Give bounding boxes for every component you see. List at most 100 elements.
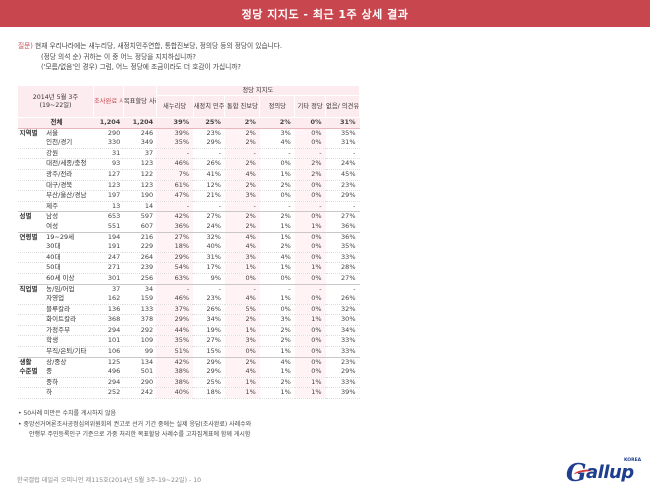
value-cell: 33%: [325, 335, 360, 348]
value-cell: 29%: [193, 367, 225, 378]
value-cell: 27%: [156, 231, 194, 243]
value-cell: 1%: [294, 377, 326, 389]
value-cell: 18%: [156, 242, 194, 253]
value-cell: 0%: [294, 211, 326, 222]
row-label: 하: [43, 387, 94, 400]
table-row: 무직/은퇴/기타 106 99 51% 15% 0% 1% 0% 33%: [17, 346, 360, 358]
sample-cell: 31: [93, 148, 124, 160]
value-cell: 2%: [259, 242, 295, 253]
survey-period-line-1: 2014년 5월 3주: [32, 93, 79, 101]
sample-cell: 162: [93, 294, 124, 305]
page-title: 정당 지지도 - 최근 1주 상세 결과: [0, 0, 650, 27]
sample-cell: 496: [93, 367, 124, 378]
value-cell: 2%: [259, 211, 295, 222]
sample-cell: 551: [93, 221, 124, 233]
value-cell: 36%: [325, 231, 360, 243]
value-cell: 32%: [193, 231, 225, 243]
value-cell: 9%: [193, 273, 225, 285]
value-cell: 0%: [294, 117, 326, 129]
question-line-2: (정당 의석 순) 귀하는 이 중 어느 정당을 지지하십니까?: [41, 52, 196, 61]
value-cell: 2%: [224, 127, 260, 139]
value-cell: 21%: [193, 190, 225, 202]
sample-cell: 197: [93, 190, 124, 202]
row-label: 학생: [43, 335, 94, 348]
group-label-cell: 수준별: [17, 367, 44, 378]
table-row: 성별 남성 653 597 42% 27% 2% 2% 0% 27%: [17, 211, 360, 222]
value-cell: 31%: [325, 138, 360, 149]
row-label: 남성: [43, 211, 94, 222]
value-cell: 4%: [224, 242, 260, 253]
value-cell: 1%: [259, 367, 295, 378]
value-cell: 1%: [224, 377, 260, 389]
group-label-cell: [17, 304, 44, 316]
group-label-cell: [17, 180, 44, 192]
weighted-cell: 34: [123, 283, 157, 295]
survey-question: 질문) 현재 우리나라에는 새누리당, 새정치민주연합, 통합진보당, 정의당 …: [18, 41, 638, 73]
value-cell: 0%: [294, 242, 326, 253]
group-label-cell: [17, 158, 44, 170]
value-cell: 19%: [193, 325, 225, 337]
logo-korea-label: KOREA: [624, 458, 642, 463]
value-cell: 2%: [224, 158, 260, 170]
table-row: 30대 191 229 18% 40% 4% 2% 0% 35%: [17, 242, 360, 253]
value-cell: 4%: [224, 294, 260, 305]
table-row: 여성 551 607 36% 24% 2% 1% 1% 36%: [17, 221, 360, 233]
value-cell: 4%: [259, 356, 295, 368]
value-cell: 1%: [224, 325, 260, 337]
group-label-cell: 생활: [17, 356, 44, 368]
row-label: 광주/전라: [43, 169, 94, 181]
row-label: 제주: [43, 201, 94, 213]
value-cell: 4%: [259, 138, 295, 149]
table-row: 40대 247 264 29% 31% 3% 4% 0% 33%: [17, 252, 360, 264]
value-cell: 28%: [325, 262, 360, 274]
group-label-cell: [17, 294, 44, 305]
table-row: 50대 271 239 54% 17% 1% 1% 1% 28%: [17, 262, 360, 274]
weighted-cell: 123: [123, 158, 157, 170]
row-label: 부산/울산/경남: [43, 190, 94, 202]
value-cell: 0%: [224, 273, 260, 285]
table-row: 연령별 19~29세 194 216 27% 32% 4% 1% 0% 36%: [17, 231, 360, 243]
sample-cell: 294: [93, 325, 124, 337]
weighted-cell: 501: [123, 367, 157, 378]
value-cell: 39%: [325, 387, 360, 400]
weighted-cell: 349: [123, 138, 157, 149]
value-cell: 36%: [325, 221, 360, 233]
value-cell: 2%: [224, 356, 260, 368]
value-cell: 1%: [294, 221, 326, 233]
group-label-cell: [17, 138, 44, 149]
value-cell: 23%: [193, 294, 225, 305]
weighted-cell: 264: [123, 252, 157, 264]
value-cell: 34%: [325, 325, 360, 337]
table-row: 가정주부 294 292 44% 19% 1% 2% 0% 34%: [17, 325, 360, 337]
value-cell: 26%: [193, 304, 225, 316]
row-label: 블루칼라: [43, 304, 94, 316]
value-cell: -: [224, 148, 260, 160]
value-cell: -: [156, 283, 194, 295]
weighted-cell: 246: [123, 127, 157, 139]
group-label-cell: [17, 262, 44, 274]
table-row-total: 전체 1,204 1,204 39% 25% 2% 2% 0% 31%: [17, 117, 360, 129]
weighted-cell: 256: [123, 273, 157, 285]
value-cell: 25%: [193, 117, 225, 129]
footnote-2: • 중앙선거여론조사공정심의위원회의 권고로 선거 기간 중에는 실제 응답(조…: [18, 420, 252, 428]
value-cell: -: [156, 148, 194, 160]
value-cell: -: [224, 283, 260, 295]
table-row: 인천/경기 330 349 35% 29% 2% 4% 0% 31%: [17, 138, 360, 149]
value-cell: 0%: [224, 346, 260, 358]
value-cell: 1%: [259, 387, 295, 400]
weighted-cell: 597: [123, 211, 157, 222]
value-cell: 33%: [325, 346, 360, 358]
value-cell: 2%: [294, 169, 326, 181]
group-label-cell: [17, 346, 44, 358]
logo-letter-g: G: [566, 458, 587, 487]
weighted-cell: 122: [123, 169, 157, 181]
sample-cell: 653: [93, 211, 124, 222]
sample-cell: 290: [93, 127, 124, 139]
sample-cell: 123: [93, 180, 124, 192]
value-cell: 46%: [156, 158, 194, 170]
value-cell: 24%: [325, 158, 360, 170]
value-cell: 26%: [193, 158, 225, 170]
value-cell: -: [325, 283, 360, 295]
value-cell: 29%: [156, 314, 194, 326]
value-cell: -: [193, 201, 225, 213]
